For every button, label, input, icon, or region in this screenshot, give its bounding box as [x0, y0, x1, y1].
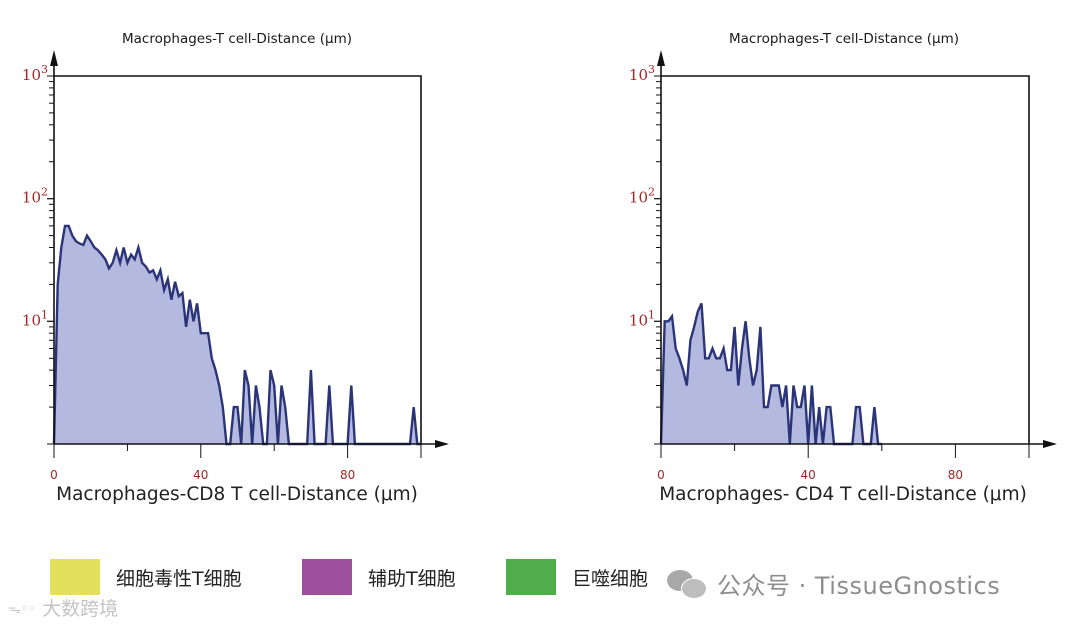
x-tick-label: 40 — [801, 468, 816, 482]
y-axis-arrow — [50, 50, 58, 66]
corner-watermark-icon: ᯓ◦◦ — [8, 601, 37, 617]
legend-swatch — [50, 559, 100, 595]
x-axis-label: Macrophages-CD8 T cell-Distance (μm) — [56, 484, 418, 505]
x-axis-label: Macrophages- CD4 T cell-Distance (μm) — [659, 484, 1027, 505]
x-axis-arrow — [435, 440, 449, 448]
chart-title: Macrophages-T cell-Distance (μm) — [122, 31, 352, 47]
y-tick-label: 103 — [22, 63, 48, 84]
corner-watermark-text: 大数跨境 — [42, 598, 119, 620]
x-tick-label: 40 — [193, 468, 208, 482]
legend-item-cytotoxic-t: 细胞毒性T细胞 — [50, 558, 242, 596]
chart-title: Macrophages-T cell-Distance (μm) — [729, 31, 959, 47]
y-axis-arrow — [657, 50, 665, 66]
x-tick-label: 80 — [340, 468, 355, 482]
wechat-watermark: 公众号 · TissueGnostics — [667, 566, 1000, 601]
plot-frame — [661, 75, 1030, 444]
legend-item-macrophage: 巨噬细胞 — [506, 558, 648, 596]
y-tick-label: 102 — [629, 186, 655, 207]
y-tick-label: 102 — [22, 186, 48, 207]
x-axis-arrow — [1043, 440, 1057, 448]
y-tick-label: 101 — [629, 308, 655, 329]
chart-1: Macrophages-T cell-Distance (μm) 101 102 10… — [22, 31, 449, 505]
wechat-watermark-text: 公众号 · TissueGnostics — [717, 572, 1001, 600]
y-tick-label: 101 — [22, 308, 48, 329]
legend-label: 细胞毒性T细胞 — [116, 567, 242, 590]
x-tick-label: 0 — [657, 468, 665, 482]
corner-watermark: ᯓ◦◦ 大数跨境 — [8, 594, 118, 621]
wechat-icon — [667, 569, 707, 599]
plot-frame — [54, 75, 422, 444]
legend-swatch — [302, 559, 352, 595]
legend-label: 巨噬细胞 — [572, 567, 649, 590]
legend-item-helper-t: 辅助T细胞 — [302, 558, 456, 596]
legend-swatch — [506, 559, 556, 595]
x-tick-label: 0 — [50, 468, 58, 482]
y-tick-label: 103 — [629, 63, 655, 84]
x-tick-label: 80 — [948, 468, 963, 482]
chart-2: Macrophages-T cell-Distance (μm) 101 102 10… — [629, 31, 1057, 505]
legend-label: 辅助T细胞 — [368, 567, 456, 590]
